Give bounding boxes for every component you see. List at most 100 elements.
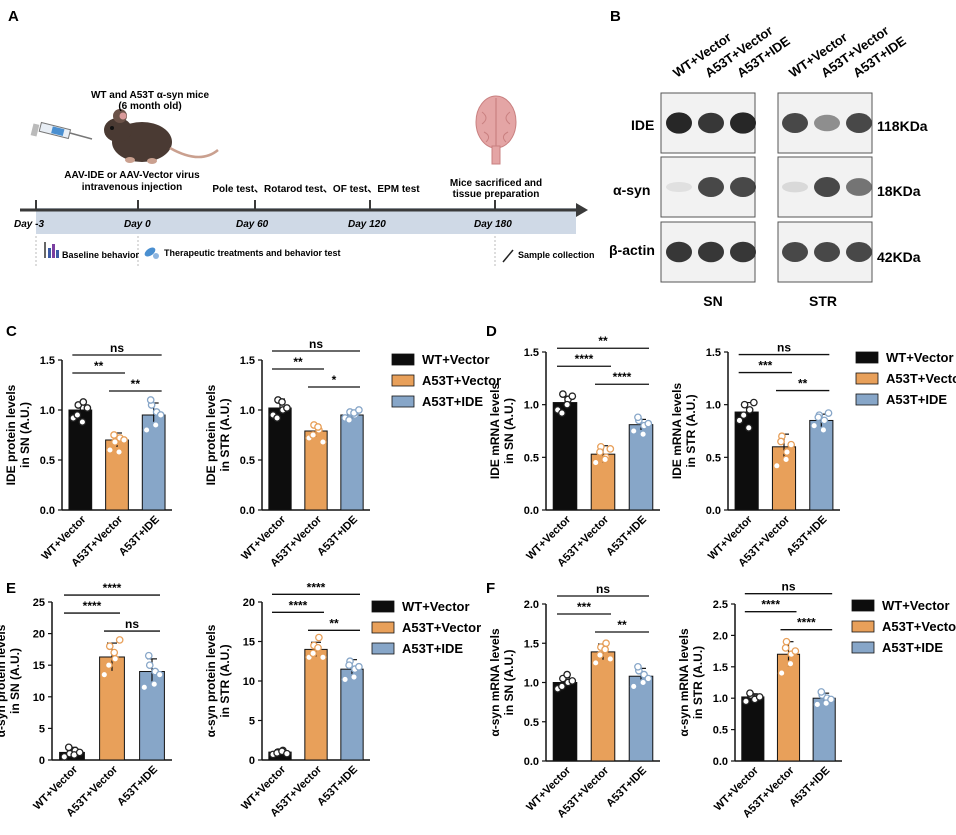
y-tick-label: 20 <box>33 629 45 641</box>
y-tick-label: 1.5 <box>524 638 539 650</box>
y-axis-label: IDE protein levelsin STR (A.U.) <box>204 384 232 485</box>
data-point <box>742 697 750 706</box>
blot-band <box>698 177 724 197</box>
day-label: Day 0 <box>124 219 151 230</box>
y-axis-label: IDE mRNA levelsin SN (A.U.) <box>488 383 516 480</box>
y-tick-label: 1.5 <box>40 355 55 367</box>
tests-label: Pole test、Rotarod test、OF test、EPM test <box>212 184 420 195</box>
significance-label: ** <box>798 377 808 391</box>
data-point <box>735 416 744 425</box>
legend-swatch <box>855 372 879 385</box>
day-label: Day 180 <box>474 219 512 230</box>
y-tick-label: 0.5 <box>713 725 728 737</box>
data-point <box>629 682 638 691</box>
data-point <box>345 416 353 424</box>
data-point <box>606 655 615 663</box>
data-point <box>319 653 327 662</box>
blot-band <box>814 242 840 262</box>
data-point <box>355 662 363 671</box>
data-point <box>115 448 123 456</box>
data-point <box>558 682 566 691</box>
legend-swatch <box>391 374 415 387</box>
data-point <box>151 421 160 429</box>
legend-swatch <box>851 599 875 612</box>
chart-c1: 0.0 0.5 1.0 1.5 IDE protein levelsin SN (A.U… <box>4 341 172 569</box>
y-tick-label: 0.0 <box>524 505 539 517</box>
data-point <box>644 419 653 428</box>
legend-swatch <box>391 353 415 366</box>
legend-label: WT+Vector <box>882 598 950 613</box>
data-point <box>639 678 647 687</box>
y-axis-label: α-syn protein levelsin STR (A.U.) <box>204 624 232 737</box>
y-tick-label: 0 <box>39 755 45 767</box>
y-tick-label: 0.0 <box>706 505 721 517</box>
y-axis-label: α-syn protein levelsin SN (A.U.) <box>0 624 22 737</box>
data-point <box>146 396 155 404</box>
blot-band <box>782 181 808 193</box>
blot-band <box>730 177 756 197</box>
data-point <box>782 637 791 646</box>
data-point <box>73 411 82 419</box>
data-point <box>83 404 92 412</box>
y-axis-label-line: in STR (A.U.) <box>691 646 705 719</box>
blot-row-label: α-syn <box>613 182 650 198</box>
data-point <box>106 446 114 454</box>
data-point <box>79 398 88 406</box>
y-tick-label: 0.0 <box>40 505 55 517</box>
timeline-bar <box>36 208 576 234</box>
panel-label-c: C <box>6 323 17 340</box>
data-point <box>273 414 281 422</box>
chart-e2: 0 5 10 15 20 α-syn protein levelsin STR (A.U.… <box>204 580 370 819</box>
data-point <box>791 647 800 655</box>
y-tick-label: 0.5 <box>524 452 539 464</box>
chart-legends: WT+Vector A53T+Vector A53T+IDE WT+Vector A53… <box>371 350 956 656</box>
data-point <box>315 633 323 642</box>
legend-label: A53T+Vector <box>422 373 501 388</box>
y-axis-label-line: IDE mRNA levels <box>488 383 502 480</box>
significance-label: **** <box>83 599 102 613</box>
data-point <box>355 406 363 414</box>
y-tick-label: 15 <box>33 660 45 672</box>
y-axis-label-line: in STR (A.U.) <box>218 644 232 717</box>
data-point <box>283 404 291 412</box>
data-point <box>100 670 109 679</box>
region-label-str: STR <box>809 293 837 309</box>
y-tick-label: 0.5 <box>524 717 539 729</box>
y-axis-label-line: in SN (A.U.) <box>502 398 516 464</box>
data-point <box>319 438 327 446</box>
y-tick-label: 2.0 <box>524 599 539 611</box>
data-point <box>591 458 600 467</box>
significance-label: *** <box>577 600 591 614</box>
y-axis-label: IDE protein levelsin SN (A.U.) <box>4 384 32 485</box>
bar <box>590 651 616 762</box>
data-point <box>350 673 358 681</box>
data-point <box>634 662 642 671</box>
y-tick-label: 2.0 <box>713 630 728 642</box>
y-axis-label-line: IDE protein levels <box>204 384 218 485</box>
y-axis-label: IDE mRNA levelsin STR (A.U.) <box>670 383 698 480</box>
mouse-icon <box>104 109 219 164</box>
y-tick-label: 15 <box>243 637 255 649</box>
y-tick-label: 0.5 <box>40 455 55 467</box>
data-point <box>568 392 577 401</box>
data-point <box>559 390 567 398</box>
y-axis-label-line: in SN (A.U.) <box>8 648 22 714</box>
bar <box>741 696 765 762</box>
data-point <box>601 645 609 654</box>
data-point <box>111 655 120 663</box>
bar <box>552 402 578 511</box>
data-point <box>634 413 642 422</box>
data-point <box>601 455 609 464</box>
y-tick-label: 1.5 <box>524 347 539 359</box>
data-point <box>824 409 833 417</box>
y-tick-label: 0.0 <box>240 505 255 517</box>
legend-swatch <box>371 621 395 634</box>
day-label: Day 120 <box>348 219 386 230</box>
data-point <box>813 700 822 709</box>
data-point <box>558 409 566 417</box>
y-tick-label: 0.0 <box>524 756 539 768</box>
bar <box>552 682 578 762</box>
data-point <box>810 421 819 430</box>
